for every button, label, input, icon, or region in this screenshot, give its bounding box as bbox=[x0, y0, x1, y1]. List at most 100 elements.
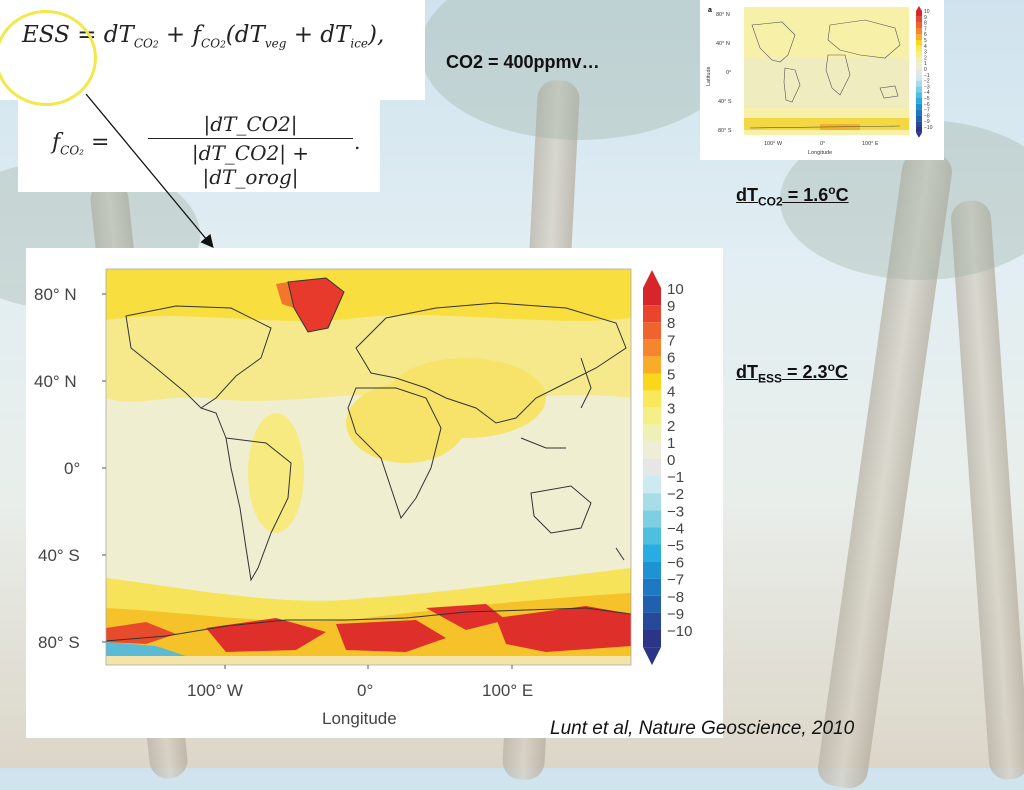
small-ytick: 0° bbox=[726, 70, 731, 76]
colorbar-swatch bbox=[643, 407, 661, 425]
colorbar-label: −4 bbox=[667, 520, 684, 537]
xtick-label: 100° W bbox=[187, 681, 243, 700]
colorbar-label: 3 bbox=[667, 401, 675, 418]
colorbar-bottom-arrow bbox=[643, 647, 661, 666]
small-ytick: 40° N bbox=[716, 41, 730, 47]
colorbar-swatch bbox=[643, 510, 661, 528]
fco2-fraction: |dT_CO2| |dT_CO2| + |dT_orog| bbox=[148, 112, 353, 189]
colorbar-label: 2 bbox=[924, 55, 927, 61]
colorbar-label: 8 bbox=[924, 21, 927, 27]
colorbar-swatch bbox=[643, 630, 661, 648]
fco2-equation-panel: fCO₂ = |dT_CO2| |dT_CO2| + |dT_orog| . bbox=[18, 100, 380, 192]
colorbar-label: −9 bbox=[924, 119, 930, 125]
colorbar-swatch bbox=[916, 69, 922, 75]
main-colorbar bbox=[643, 270, 661, 666]
colorbar-swatch bbox=[643, 288, 661, 306]
highlight-circle bbox=[0, 10, 97, 106]
ytick-label: 40° N bbox=[34, 372, 77, 391]
colorbar-label: 4 bbox=[667, 384, 675, 401]
xtick-label: 100° E bbox=[482, 681, 533, 700]
xtick-label: 0° bbox=[357, 681, 373, 700]
colorbar-swatch bbox=[643, 424, 661, 442]
colorbar-label: −6 bbox=[667, 555, 684, 572]
small-ylabel: Latitude bbox=[706, 66, 712, 86]
colorbar-label: 10 bbox=[667, 281, 684, 298]
small-ytick: 80° S bbox=[718, 128, 732, 134]
colorbar-label: −6 bbox=[924, 102, 930, 108]
ytick-label: 40° S bbox=[38, 546, 80, 565]
colorbar-swatch bbox=[916, 109, 922, 116]
colorbar-bottom-arrow bbox=[916, 132, 922, 138]
colorbar-label: −3 bbox=[924, 84, 930, 90]
colorbar-label: −3 bbox=[667, 503, 684, 520]
colorbar-swatch bbox=[643, 476, 661, 494]
pointer-arrow bbox=[85, 93, 214, 249]
colorbar-label: 9 bbox=[924, 15, 927, 21]
colorbar-top-arrow bbox=[643, 270, 661, 288]
dt-ess-label: dTESS = 2.3oC bbox=[736, 360, 848, 386]
colorbar-swatch bbox=[916, 28, 922, 35]
colorbar-swatch bbox=[916, 127, 922, 133]
colorbar-label: 6 bbox=[667, 349, 675, 366]
colorbar-swatch bbox=[643, 493, 661, 511]
colorbar-swatch bbox=[643, 441, 661, 459]
small-ytick: 80° N bbox=[716, 12, 730, 18]
colorbar-swatch bbox=[916, 74, 922, 81]
colorbar-swatch bbox=[643, 544, 661, 562]
colorbar-label: 3 bbox=[924, 50, 927, 56]
colorbar-swatch bbox=[643, 459, 661, 477]
colorbar-label: −8 bbox=[924, 113, 930, 119]
colorbar-label: 9 bbox=[667, 298, 675, 315]
colorbar-label: −5 bbox=[924, 96, 930, 102]
fco2-period: . bbox=[354, 130, 361, 154]
small-ytick: 40° S bbox=[718, 99, 732, 105]
colorbar-label: −7 bbox=[924, 108, 930, 114]
small-map-panel-letter: a bbox=[708, 7, 712, 14]
colorbar-swatch bbox=[916, 22, 922, 29]
colorbar-swatch bbox=[643, 373, 661, 391]
fco2-lhs: fCO₂ = bbox=[52, 130, 110, 158]
fco2-numerator: |dT_CO2| bbox=[148, 112, 353, 139]
small-xtick: 100° W bbox=[764, 141, 783, 147]
colorbar-swatch bbox=[643, 322, 661, 340]
colorbar-label: −4 bbox=[924, 90, 930, 96]
colorbar-label: 8 bbox=[667, 315, 675, 332]
colorbar-swatch bbox=[643, 578, 661, 596]
small-colorbar bbox=[916, 6, 922, 138]
main-map-coastlines bbox=[105, 277, 632, 642]
colorbar-label: −1 bbox=[667, 469, 684, 486]
colorbar-swatch bbox=[643, 339, 661, 357]
colorbar-swatch bbox=[643, 612, 661, 630]
colorbar-swatch bbox=[916, 45, 922, 52]
small-xlabel: Longitude bbox=[808, 150, 832, 156]
colorbar-label: −8 bbox=[667, 589, 684, 606]
colorbar-label: −7 bbox=[667, 572, 684, 589]
colorbar-label: 7 bbox=[667, 332, 675, 349]
colorbar-swatch bbox=[916, 115, 922, 122]
colorbar-swatch bbox=[916, 40, 922, 46]
colorbar-label: −1 bbox=[924, 73, 930, 79]
main-temperature-map: 80° N 40° N 0° 40° S 80° S 100° W 0° 100… bbox=[26, 248, 723, 738]
colorbar-swatch bbox=[916, 86, 922, 93]
dt-co2-label: dTCO2 = 1.6oC bbox=[736, 183, 849, 209]
x-axis-label: Longitude bbox=[322, 709, 397, 728]
colorbar-swatch bbox=[916, 11, 922, 17]
colorbar-label: 5 bbox=[924, 38, 927, 44]
colorbar-swatch bbox=[916, 121, 922, 127]
colorbar-label: 6 bbox=[924, 32, 927, 38]
colorbar-swatch bbox=[643, 390, 661, 408]
co2-label: CO2 = 400ppmv… bbox=[446, 52, 600, 72]
colorbar-label: −5 bbox=[667, 538, 684, 555]
colorbar-swatch bbox=[643, 305, 661, 323]
colorbar-label: −9 bbox=[667, 606, 684, 623]
colorbar-label: 1 bbox=[924, 61, 927, 67]
small-xtick: 100° E bbox=[862, 141, 879, 147]
colorbar-swatch bbox=[916, 80, 922, 87]
colorbar-label: 1 bbox=[667, 435, 675, 452]
citation: Lunt et al, Nature Geoscience, 2010 bbox=[550, 718, 855, 739]
colorbar-swatch bbox=[643, 356, 661, 374]
colorbar-label: 0 bbox=[924, 67, 927, 73]
colorbar-label: 7 bbox=[924, 26, 927, 32]
colorbar-swatch bbox=[643, 561, 661, 579]
colorbar-top-arrow bbox=[916, 6, 922, 11]
